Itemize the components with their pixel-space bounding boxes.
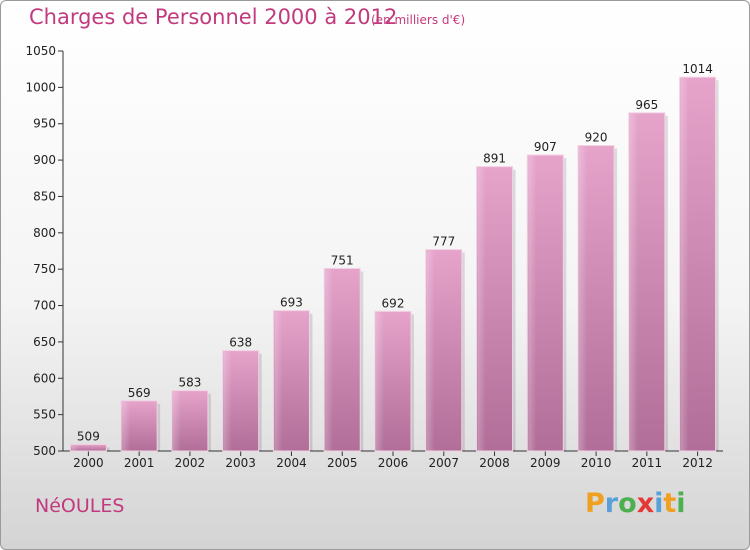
logo-letter: t [663, 488, 677, 519]
data-label: 569 [128, 386, 151, 400]
y-tick-label: 700 [33, 299, 56, 313]
y-tick-label: 1050 [25, 44, 56, 58]
bar-highlight [680, 78, 689, 451]
logo-letter: i [676, 488, 686, 519]
bar-highlight [477, 167, 486, 452]
axes: 500 550 600 650 700 750 800 850 900 950 1000 1050 20… [25, 44, 723, 470]
y-tick-label: 550 [33, 408, 56, 422]
x-tick-label: 2002 [175, 456, 206, 470]
y-tick-label: 650 [33, 335, 56, 349]
data-label: 509 [77, 429, 100, 443]
bar-highlight [629, 113, 638, 452]
data-label: 1014 [682, 62, 713, 76]
data-label: 777 [432, 235, 455, 249]
y-tick-label: 500 [33, 444, 56, 458]
logo-letter: r [604, 488, 619, 519]
bars [69, 76, 719, 452]
chart-subtitle: (en milliers d'€) [371, 13, 466, 27]
logo-letter: i [654, 488, 664, 519]
logo-letter: o [618, 488, 637, 519]
x-tick-label: 2001 [124, 456, 155, 470]
y-tick-label: 950 [33, 117, 56, 131]
data-label: 920 [585, 131, 608, 145]
data-label: 965 [635, 98, 658, 112]
x-tick-label: 2003 [225, 456, 256, 470]
bar-highlight [274, 311, 283, 451]
commune-name: NéOULES [35, 495, 125, 517]
x-tick-label: 2008 [479, 456, 510, 470]
data-label: 751 [331, 253, 354, 267]
data-label: 693 [280, 296, 303, 310]
data-label: 692 [382, 296, 405, 310]
y-tick-label: 900 [33, 153, 56, 167]
bar-highlight [122, 401, 131, 451]
y-tick-label: 600 [33, 371, 56, 385]
x-tick-label: 2012 [682, 456, 713, 470]
x-tick-label: 2005 [327, 456, 358, 470]
bar-highlight [71, 445, 80, 451]
data-label: 907 [534, 140, 557, 154]
bar-highlight [426, 250, 435, 451]
x-tick-label: 2000 [73, 456, 104, 470]
bar-highlight [528, 156, 537, 451]
x-tick-label: 2009 [530, 456, 561, 470]
y-tick-label: 750 [33, 262, 56, 276]
bar-highlight [172, 391, 181, 451]
x-tick-label: 2007 [428, 456, 459, 470]
bar-highlight [376, 312, 384, 451]
y-tick-label: 850 [33, 189, 56, 203]
data-label: 891 [483, 152, 506, 166]
logo-letter: P [585, 488, 605, 519]
x-tick-label: 2011 [632, 456, 663, 470]
proxiti-logo: Proxiti [585, 488, 686, 519]
bar [69, 443, 107, 452]
x-tick-label: 2010 [581, 456, 612, 470]
y-tick-label: 800 [33, 226, 56, 240]
value-labels: 509 569 583 638 693 751 692 777 891 907 920 965 1014 [77, 62, 713, 443]
x-tick-label: 2006 [378, 456, 409, 470]
logo-letter: x [636, 488, 655, 519]
data-label: 638 [229, 336, 252, 350]
bar-highlight [325, 269, 334, 451]
chart-title: Charges de Personnel 2000 à 2012 [29, 5, 398, 29]
x-tick-label: 2004 [276, 456, 307, 470]
data-label: 583 [178, 376, 201, 390]
bar-highlight [579, 146, 588, 451]
bar-highlight [223, 351, 232, 451]
y-tick-label: 1000 [25, 80, 56, 94]
